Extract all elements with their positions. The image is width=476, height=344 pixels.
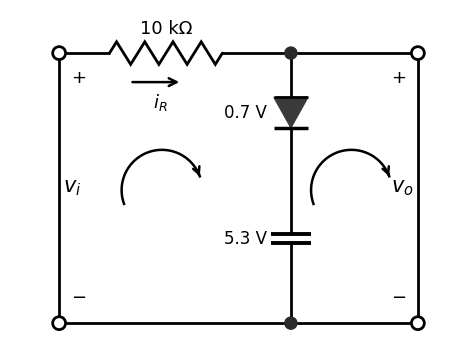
Text: +: +	[390, 69, 405, 87]
Text: $i_R$: $i_R$	[152, 92, 167, 113]
Circle shape	[52, 47, 65, 60]
Text: $v_i$: $v_i$	[63, 178, 81, 198]
Text: $v_o$: $v_o$	[390, 178, 413, 198]
Polygon shape	[273, 97, 307, 128]
Circle shape	[284, 317, 297, 329]
Text: +: +	[71, 69, 86, 87]
Text: −: −	[71, 289, 86, 307]
Circle shape	[411, 317, 424, 330]
Text: −: −	[390, 289, 405, 307]
Text: 0.7 V: 0.7 V	[223, 104, 266, 121]
Circle shape	[411, 47, 424, 60]
Circle shape	[52, 317, 65, 330]
Text: 5.3 V: 5.3 V	[223, 230, 266, 248]
Circle shape	[284, 47, 297, 59]
Text: 10 kΩ: 10 kΩ	[139, 20, 192, 38]
